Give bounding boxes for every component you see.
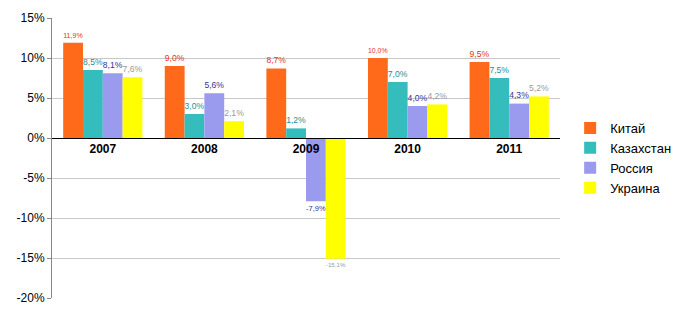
svg-text:2010: 2010 — [394, 142, 421, 156]
svg-text:Китай: Китай — [610, 121, 645, 136]
svg-text:2008: 2008 — [191, 142, 218, 156]
svg-text:4,0%: 4,0% — [408, 93, 428, 103]
svg-text:-15%: -15% — [17, 251, 45, 265]
svg-text:Казахстан: Казахстан — [610, 141, 671, 156]
svg-text:2,1%: 2,1% — [224, 108, 244, 118]
svg-text:4,2%: 4,2% — [427, 91, 447, 101]
svg-text:0%: 0% — [27, 131, 45, 145]
svg-text:10,0%: 10,0% — [368, 47, 388, 54]
svg-text:3,0%: 3,0% — [185, 101, 205, 111]
svg-text:9,5%: 9,5% — [470, 49, 490, 59]
svg-text:-15,1%: -15,1% — [326, 261, 346, 268]
svg-text:5,6%: 5,6% — [204, 80, 224, 90]
svg-text:2007: 2007 — [89, 142, 116, 156]
svg-text:8,1%: 8,1% — [103, 60, 123, 70]
svg-text:-7,9%: -7,9% — [306, 204, 326, 213]
svg-text:-10%: -10% — [17, 211, 45, 225]
svg-text:9,0%: 9,0% — [165, 53, 185, 63]
svg-text:5%: 5% — [27, 91, 45, 105]
svg-text:-5%: -5% — [23, 171, 45, 185]
svg-text:Украина: Украина — [610, 181, 660, 196]
svg-text:8,5%: 8,5% — [83, 57, 103, 67]
svg-text:5,2%: 5,2% — [529, 83, 549, 93]
svg-text:15%: 15% — [21, 11, 45, 25]
svg-text:Россия: Россия — [610, 161, 653, 176]
svg-text:7,5%: 7,5% — [489, 65, 509, 75]
svg-text:8,7%: 8,7% — [266, 55, 286, 65]
svg-text:2011: 2011 — [496, 142, 522, 156]
svg-text:7,6%: 7,6% — [123, 64, 143, 74]
svg-text:11,9%: 11,9% — [63, 32, 83, 40]
svg-text:-20%: -20% — [17, 291, 45, 305]
svg-text:10%: 10% — [21, 51, 45, 65]
svg-text:7,0%: 7,0% — [388, 69, 408, 79]
svg-text:2009: 2009 — [293, 142, 320, 156]
svg-text:4,3%: 4,3% — [509, 90, 529, 100]
svg-text:1,2%: 1,2% — [286, 115, 306, 125]
